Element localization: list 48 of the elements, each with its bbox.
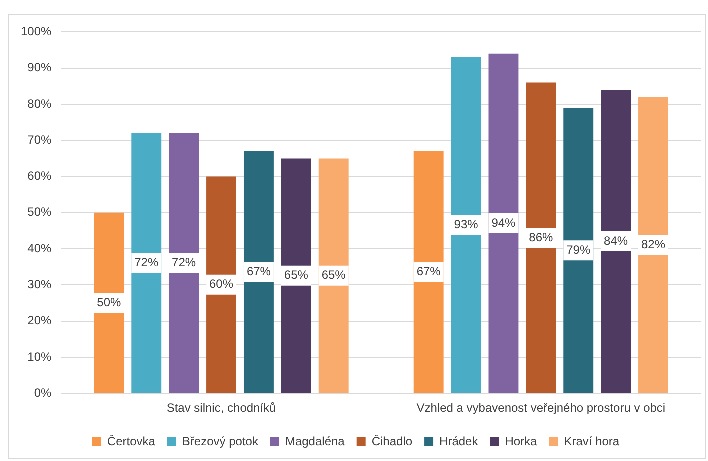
bar	[169, 133, 200, 394]
bar	[601, 90, 632, 394]
bar	[451, 58, 482, 394]
y-tick-label: 60%	[28, 169, 52, 184]
bar	[94, 212, 124, 394]
y-tick-label: 40%	[28, 241, 52, 256]
legend-label: Březový potok	[182, 434, 260, 448]
y-tick-label: 70%	[28, 132, 52, 147]
data-label: 67%	[246, 264, 272, 279]
data-label: 94%	[492, 216, 516, 230]
bar	[564, 108, 594, 394]
legend-label: Kraví hora	[564, 434, 620, 448]
data-label: 67%	[416, 264, 442, 279]
y-tick-label: 20%	[28, 314, 52, 328]
bar	[526, 82, 556, 394]
legend-label: Hrádek	[440, 434, 480, 448]
legend-label: Horka	[505, 434, 538, 448]
y-tick-label: 100%	[20, 24, 52, 39]
data-label: 93%	[454, 218, 479, 232]
data-label: 65%	[284, 268, 309, 282]
data-label: 84%	[604, 234, 628, 248]
y-tick-label: 10%	[28, 350, 52, 364]
legend-label: Čertovka	[107, 434, 156, 448]
legend-label: Magdaléna	[285, 434, 346, 448]
data-label: 72%	[134, 256, 159, 270]
bar	[206, 176, 236, 394]
bar	[638, 97, 668, 394]
y-tick-label: 30%	[28, 277, 52, 292]
x-tick-label: Vzhled a vybavenost veřejného prostoru v obci	[416, 401, 666, 416]
x-tick-label: Stav silnic, chodníků	[166, 401, 276, 416]
bar	[132, 133, 162, 394]
bar	[281, 158, 312, 394]
data-label: 50%	[97, 295, 122, 310]
bar	[488, 54, 519, 394]
data-label: 79%	[566, 242, 591, 257]
y-tick-label: 90%	[28, 60, 52, 75]
data-label: 86%	[529, 230, 554, 244]
bar	[318, 158, 349, 394]
y-tick-label: 80%	[28, 96, 52, 111]
data-label: 60%	[210, 277, 234, 292]
bar	[244, 151, 274, 394]
data-label: 82%	[641, 237, 666, 252]
y-tick-label: 50%	[28, 205, 52, 220]
data-label: 65%	[322, 268, 346, 282]
bar	[414, 151, 444, 394]
data-label: 72%	[172, 256, 196, 270]
legend-label: Čihadlo	[372, 434, 413, 448]
y-tick-label: 0%	[34, 386, 52, 400]
